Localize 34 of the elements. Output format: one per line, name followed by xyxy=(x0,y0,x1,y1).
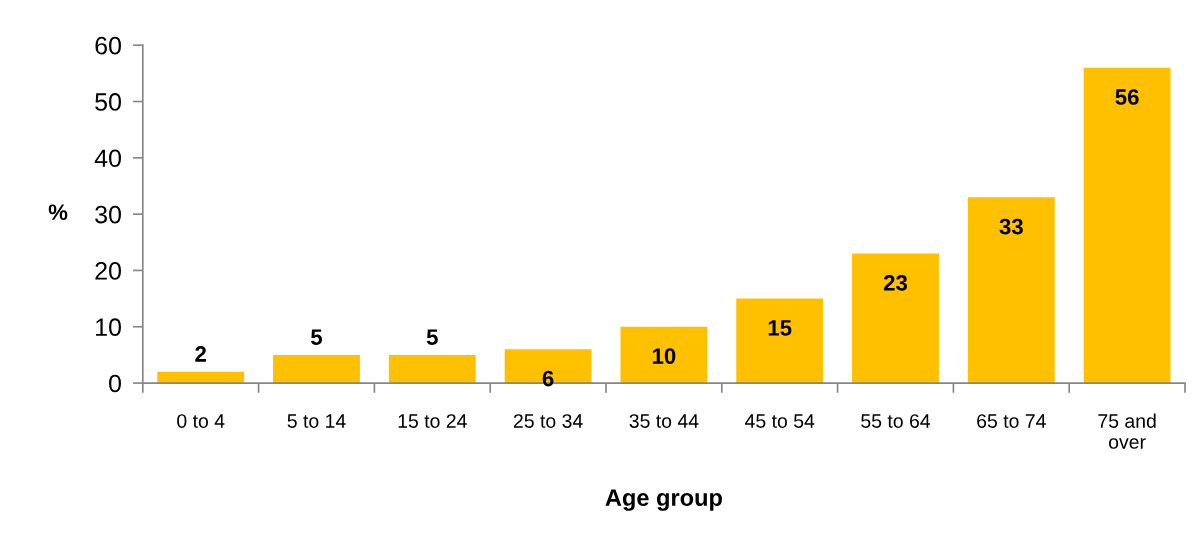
y-tick-label: 60 xyxy=(95,36,121,55)
bar xyxy=(852,253,939,384)
y-tick-label: 50 xyxy=(95,93,121,111)
bar xyxy=(620,326,708,384)
bar xyxy=(388,354,476,384)
bar xyxy=(967,197,1055,384)
data-label: 5 xyxy=(426,329,438,345)
bar xyxy=(736,298,824,384)
x-tick-label: 5 to 14 xyxy=(287,414,346,428)
data-label: 2 xyxy=(195,346,206,362)
x-tick-label: 65 to 74 xyxy=(977,414,1046,428)
x-tick-label: 0 to 4 xyxy=(177,414,225,428)
bar xyxy=(273,354,360,384)
x-tick-label: 75 and over xyxy=(1098,413,1156,449)
x-tick-label: 55 to 64 xyxy=(861,414,931,428)
data-label: 10 xyxy=(652,348,676,364)
x-axis-title: Age group xyxy=(605,489,722,511)
data-label: 56 xyxy=(1115,89,1139,105)
y-tick-label: 30 xyxy=(95,205,121,224)
x-tick-label: 25 to 34 xyxy=(513,414,583,428)
data-label: 6 xyxy=(542,370,554,387)
y-tick-label: 40 xyxy=(94,149,121,168)
data-label: 33 xyxy=(999,218,1023,235)
bar xyxy=(1083,67,1171,384)
data-label: 23 xyxy=(883,274,908,291)
x-tick-label: 35 to 44 xyxy=(629,414,699,428)
data-label: 5 xyxy=(311,329,323,345)
y-axis-title: % xyxy=(48,204,68,221)
x-tick-label: 45 to 54 xyxy=(745,414,815,428)
y-tick-label: 20 xyxy=(95,262,121,280)
y-tick-label: 10 xyxy=(96,318,121,337)
x-tick-label: 15 to 24 xyxy=(398,414,467,428)
y-tick-label: 0 xyxy=(109,374,121,393)
data-label: 15 xyxy=(768,320,792,336)
